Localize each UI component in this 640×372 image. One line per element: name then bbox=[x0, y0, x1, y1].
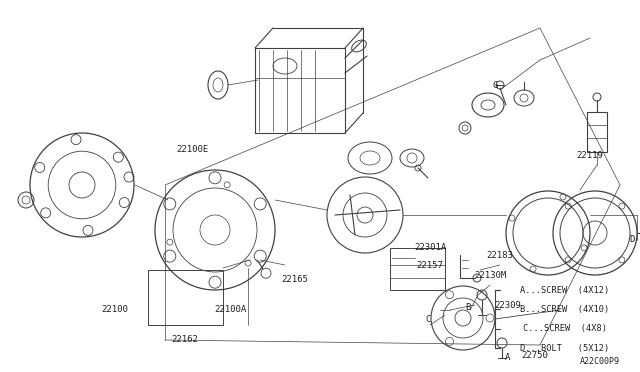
Text: B: B bbox=[465, 304, 470, 312]
Text: A: A bbox=[506, 353, 511, 362]
Text: D...BOLT   (5X12): D...BOLT (5X12) bbox=[520, 343, 610, 353]
Text: 22119: 22119 bbox=[577, 151, 604, 160]
Text: A...SCREW  (4X12): A...SCREW (4X12) bbox=[520, 285, 610, 295]
Text: 22183: 22183 bbox=[486, 250, 513, 260]
Text: C: C bbox=[426, 315, 431, 324]
Text: 22750: 22750 bbox=[522, 350, 548, 359]
Text: 22100A: 22100A bbox=[214, 305, 246, 314]
Text: A22C00P9: A22C00P9 bbox=[580, 357, 620, 366]
Text: 22100: 22100 bbox=[102, 305, 129, 314]
Text: 22165: 22165 bbox=[282, 276, 308, 285]
Text: 22162: 22162 bbox=[172, 336, 198, 344]
Text: 22309: 22309 bbox=[495, 301, 522, 310]
Text: 22301A: 22301A bbox=[414, 244, 446, 253]
Text: D: D bbox=[629, 235, 635, 244]
Text: G: G bbox=[492, 80, 498, 90]
Bar bbox=[587, 112, 607, 152]
Text: 22100E: 22100E bbox=[176, 145, 208, 154]
Text: 22157: 22157 bbox=[417, 260, 444, 269]
Bar bbox=[148, 270, 223, 325]
Bar bbox=[390, 248, 445, 290]
Text: C...SCREW  (4X8): C...SCREW (4X8) bbox=[523, 324, 607, 333]
Text: 22130M: 22130M bbox=[474, 270, 506, 279]
Text: B...SCREW  (4X10): B...SCREW (4X10) bbox=[520, 305, 610, 314]
